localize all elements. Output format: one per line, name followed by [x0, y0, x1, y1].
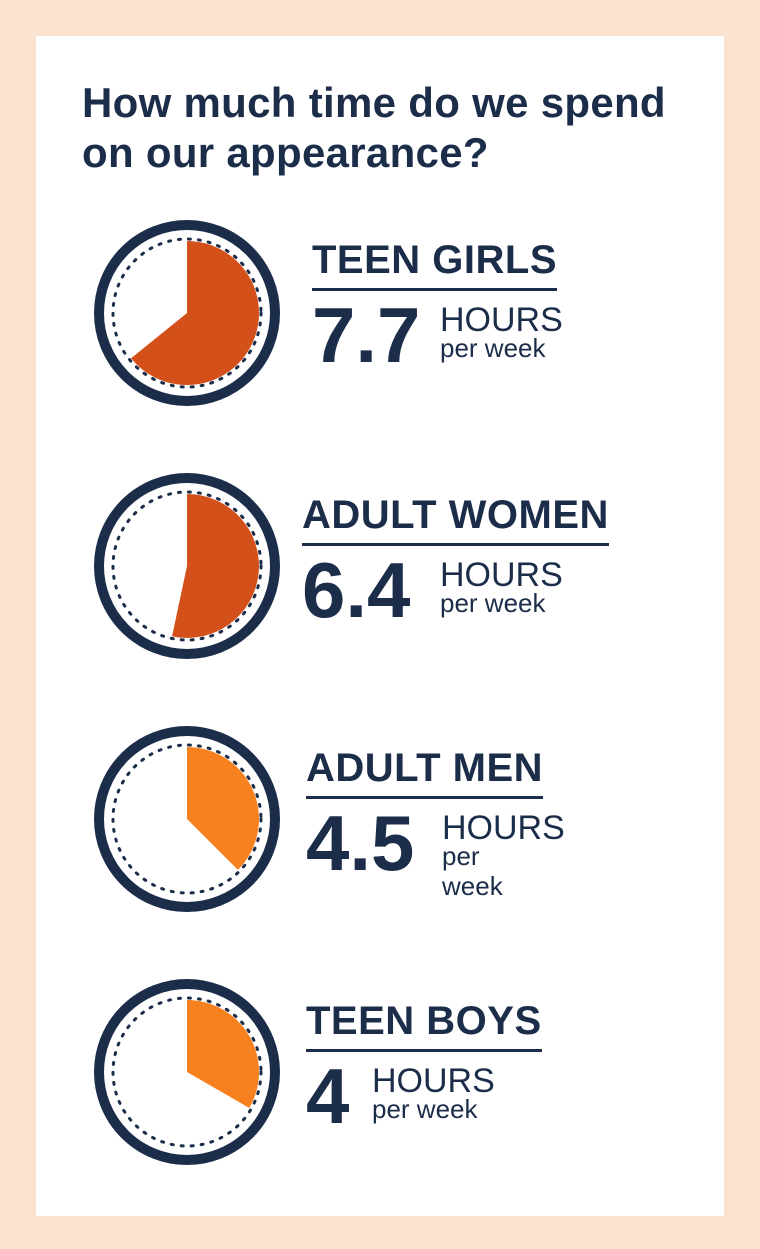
group-teen-girls: TEEN GIRLS 7.7 HOURS per week: [312, 236, 563, 379]
period-label-teen-girls: per week: [440, 333, 546, 363]
clock-dotted-ring: [111, 996, 263, 1148]
clock-wedge-teen-girls: [131, 241, 260, 385]
group-adult-women: ADULT WOMEN 6.4 HOURS per week: [302, 491, 609, 630]
value-row-teen-girls: 7.7 HOURS per week: [312, 291, 563, 379]
period-label-adult-women: per week: [440, 588, 546, 618]
hours-value-teen-girls: 7.7: [312, 291, 421, 379]
unit-label-teen-boys: HOURS: [372, 1062, 495, 1100]
clock-wedge-adult-men: [187, 747, 259, 870]
infographic-card: How much time do we spend on our appeara…: [36, 36, 724, 1216]
unit-label-adult-men: HOURS: [442, 809, 565, 847]
group-adult-men: ADULT MEN 4.5 HOURS per week: [306, 744, 565, 901]
hours-value-adult-women: 6.4: [302, 546, 411, 634]
group-label-teen-girls: TEEN GIRLS: [312, 236, 558, 291]
group-label-adult-women: ADULT WOMEN: [302, 491, 609, 546]
clock-dotted-ring: [111, 490, 263, 642]
clock-chart-adult-women: [94, 473, 280, 659]
chart-title: How much time do we spend on our appeara…: [82, 79, 666, 176]
group-label-teen-boys: TEEN BOYS: [306, 997, 542, 1052]
clock-dotted-ring: [111, 743, 263, 895]
clock-wedge-adult-women: [172, 494, 259, 638]
group-label-adult-men: ADULT MEN: [306, 744, 544, 799]
unit-label-teen-girls: HOURS: [440, 301, 563, 339]
unit-label-adult-women: HOURS: [440, 556, 563, 594]
value-row-adult-men: 4.5 HOURS per week: [306, 799, 565, 901]
clock-chart-adult-men: [94, 726, 280, 912]
hours-value-adult-men: 4.5: [306, 799, 415, 887]
value-row-adult-women: 6.4 HOURS per week: [302, 550, 609, 630]
clock-chart-teen-girls: [94, 220, 280, 406]
hours-value-teen-boys: 4: [306, 1052, 350, 1140]
period-label-adult-men: per week: [442, 841, 503, 901]
period-label-teen-boys: per week: [372, 1094, 478, 1124]
clock-dotted-ring: [111, 237, 263, 389]
group-teen-boys: TEEN BOYS 4 HOURS per week: [306, 997, 542, 1136]
clock-chart-teen-boys: [94, 979, 280, 1165]
value-row-teen-boys: 4 HOURS per week: [306, 1056, 542, 1136]
clock-wedge-teen-boys: [187, 1000, 259, 1108]
